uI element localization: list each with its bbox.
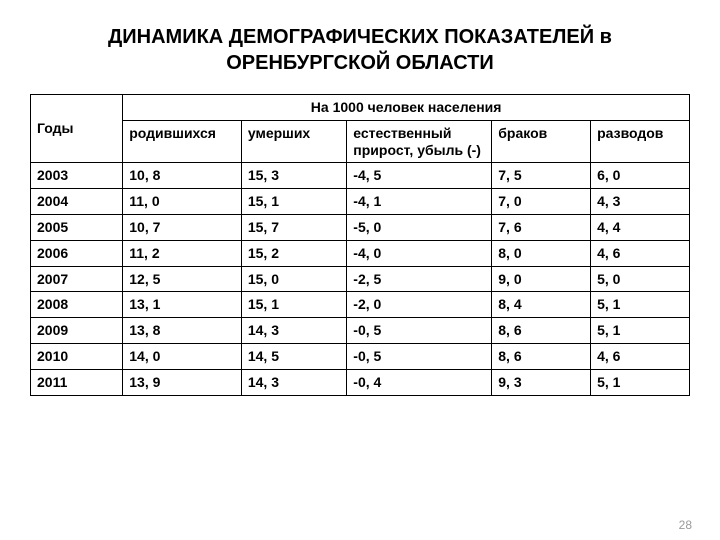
cell-natural: -0, 5 [347,318,492,344]
cell-deaths: 14, 3 [241,369,346,395]
title-line-2: ОРЕНБУРГСКОЙ ОБЛАСТИ [226,52,494,74]
cell-year: 2009 [31,318,123,344]
table-row: 200611, 215, 2-4, 08, 04, 6 [31,240,690,266]
page-number: 28 [679,518,692,532]
table-body: 200310, 815, 3-4, 57, 56, 0200411, 015, … [31,163,690,395]
cell-deaths: 15, 1 [241,189,346,215]
cell-deaths: 14, 5 [241,343,346,369]
cell-year: 2010 [31,343,123,369]
title-line-1: ДИНАМИКА ДЕМОГРАФИЧЕСКИХ ПОКАЗАТЕЛЕЙ в [108,26,612,48]
cell-marriages: 9, 0 [492,266,591,292]
table-row: 200411, 015, 1-4, 17, 04, 3 [31,189,690,215]
cell-natural: -2, 0 [347,292,492,318]
cell-marriages: 7, 6 [492,214,591,240]
table-row: 200310, 815, 3-4, 57, 56, 0 [31,163,690,189]
table-header: Годы На 1000 человек населения родившихс… [31,95,690,163]
cell-natural: -4, 0 [347,240,492,266]
cell-deaths: 14, 3 [241,318,346,344]
cell-divorces: 5, 0 [591,266,690,292]
cell-marriages: 7, 5 [492,163,591,189]
cell-year: 2003 [31,163,123,189]
header-super: На 1000 человек населения [123,95,690,121]
cell-deaths: 15, 7 [241,214,346,240]
cell-year: 2005 [31,214,123,240]
cell-divorces: 6, 0 [591,163,690,189]
cell-births: 10, 8 [123,163,242,189]
cell-natural: -2, 5 [347,266,492,292]
cell-natural: -5, 0 [347,214,492,240]
table-row: 201014, 014, 5-0, 58, 64, 6 [31,343,690,369]
cell-divorces: 4, 4 [591,214,690,240]
cell-year: 2011 [31,369,123,395]
cell-marriages: 8, 0 [492,240,591,266]
table-row: 200813, 115, 1-2, 08, 45, 1 [31,292,690,318]
cell-marriages: 7, 0 [492,189,591,215]
cell-natural: -4, 5 [347,163,492,189]
cell-natural: -4, 1 [347,189,492,215]
cell-marriages: 8, 4 [492,292,591,318]
table-row: 200510, 715, 7-5, 07, 64, 4 [31,214,690,240]
cell-year: 2007 [31,266,123,292]
header-years: Годы [31,95,123,163]
header-divorces: разводов [591,120,690,163]
header-births: родившихся [123,120,242,163]
cell-divorces: 4, 6 [591,240,690,266]
cell-births: 11, 0 [123,189,242,215]
cell-marriages: 9, 3 [492,369,591,395]
header-marriages: браков [492,120,591,163]
header-deaths: умерших [241,120,346,163]
cell-divorces: 4, 6 [591,343,690,369]
cell-divorces: 5, 1 [591,369,690,395]
cell-natural: -0, 5 [347,343,492,369]
page-title: ДИНАМИКА ДЕМОГРАФИЧЕСКИХ ПОКАЗАТЕЛЕЙ в О… [30,24,690,76]
cell-births: 10, 7 [123,214,242,240]
cell-deaths: 15, 0 [241,266,346,292]
cell-year: 2004 [31,189,123,215]
cell-divorces: 4, 3 [591,189,690,215]
table-row: 201113, 914, 3-0, 49, 35, 1 [31,369,690,395]
cell-year: 2006 [31,240,123,266]
cell-deaths: 15, 2 [241,240,346,266]
cell-births: 11, 2 [123,240,242,266]
cell-births: 13, 1 [123,292,242,318]
demographics-table: Годы На 1000 человек населения родившихс… [30,94,690,396]
cell-marriages: 8, 6 [492,318,591,344]
cell-births: 13, 8 [123,318,242,344]
cell-deaths: 15, 1 [241,292,346,318]
cell-year: 2008 [31,292,123,318]
cell-births: 12, 5 [123,266,242,292]
cell-divorces: 5, 1 [591,318,690,344]
table-row: 200913, 814, 3-0, 58, 65, 1 [31,318,690,344]
cell-births: 13, 9 [123,369,242,395]
cell-deaths: 15, 3 [241,163,346,189]
header-natural: естественный прирост, убыль (-) [347,120,492,163]
cell-divorces: 5, 1 [591,292,690,318]
cell-marriages: 8, 6 [492,343,591,369]
cell-births: 14, 0 [123,343,242,369]
table-row: 200712, 515, 0-2, 59, 05, 0 [31,266,690,292]
cell-natural: -0, 4 [347,369,492,395]
